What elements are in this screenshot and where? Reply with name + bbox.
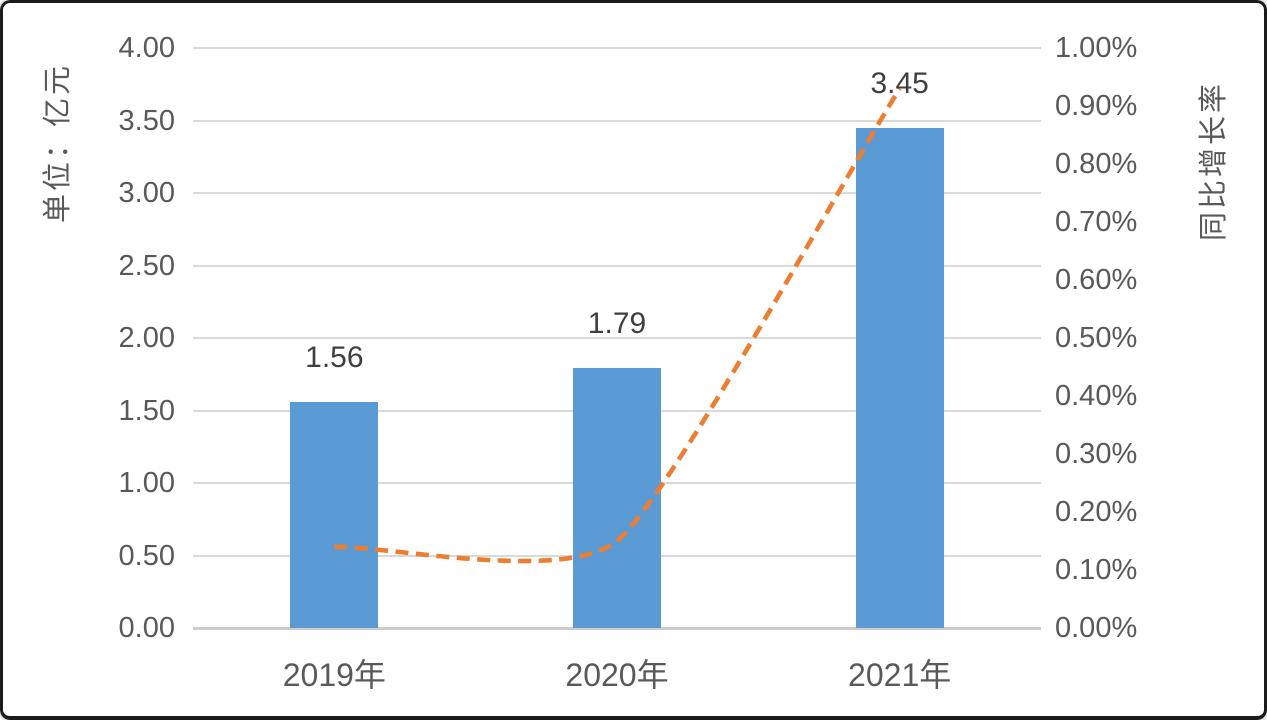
bar-data-label: 3.45 <box>870 66 929 100</box>
right-axis-tick: 0.20% <box>1055 496 1138 528</box>
gridline <box>193 119 1041 122</box>
category-label: 2020年 <box>565 657 669 693</box>
left-axis-tick: 1.50 <box>118 394 175 427</box>
category-label: 2021年 <box>848 657 952 693</box>
gridline <box>193 264 1041 267</box>
plot-area: 1.56 1.79 3.45 <box>193 47 1041 630</box>
bar-2021年 <box>855 127 944 628</box>
right-axis-tick: 0.50% <box>1055 322 1138 354</box>
right-axis-tick: 0.90% <box>1055 90 1138 122</box>
left-axis-tick: 2.50 <box>118 249 175 282</box>
left-axis-tick: 0.00 <box>118 612 175 644</box>
left-axis-tick: 4.00 <box>118 32 175 64</box>
gridline <box>193 192 1041 194</box>
right-axis-tick: 0.40% <box>1055 380 1138 412</box>
bar-data-label: 1.56 <box>305 340 364 374</box>
gridline <box>193 47 1041 49</box>
category-label: 2019年 <box>282 657 386 693</box>
bar-2020年 <box>573 368 661 628</box>
right-axis-tick: 0.60% <box>1055 264 1138 296</box>
left-axis-tick: 3.50 <box>118 104 175 137</box>
right-axis-tick: 0.10% <box>1055 554 1138 586</box>
left-axis-tick: 0.50 <box>118 539 175 572</box>
bar-data-label: 1.79 <box>587 307 647 341</box>
right-axis-tick: 0.30% <box>1055 438 1138 470</box>
right-axis-tick: 0.00% <box>1055 612 1138 644</box>
left-axis-tick: 3.00 <box>118 177 175 209</box>
right-axis-tick: 1.00% <box>1055 32 1138 64</box>
left-axis-tick: 2.00 <box>118 322 175 354</box>
left-axis-tick: 1.00 <box>118 467 175 499</box>
bar-2019年 <box>290 401 379 628</box>
right-axis-title: 同比增长率 <box>1198 81 1230 242</box>
gridline <box>193 337 1041 339</box>
right-axis-tick: 0.70% <box>1055 206 1138 238</box>
right-axis-tick: 0.80% <box>1055 148 1138 180</box>
left-axis-title: 单位：亿元 <box>42 63 74 224</box>
growth-rate-line <box>334 87 902 564</box>
x-axis-line <box>193 627 1041 630</box>
